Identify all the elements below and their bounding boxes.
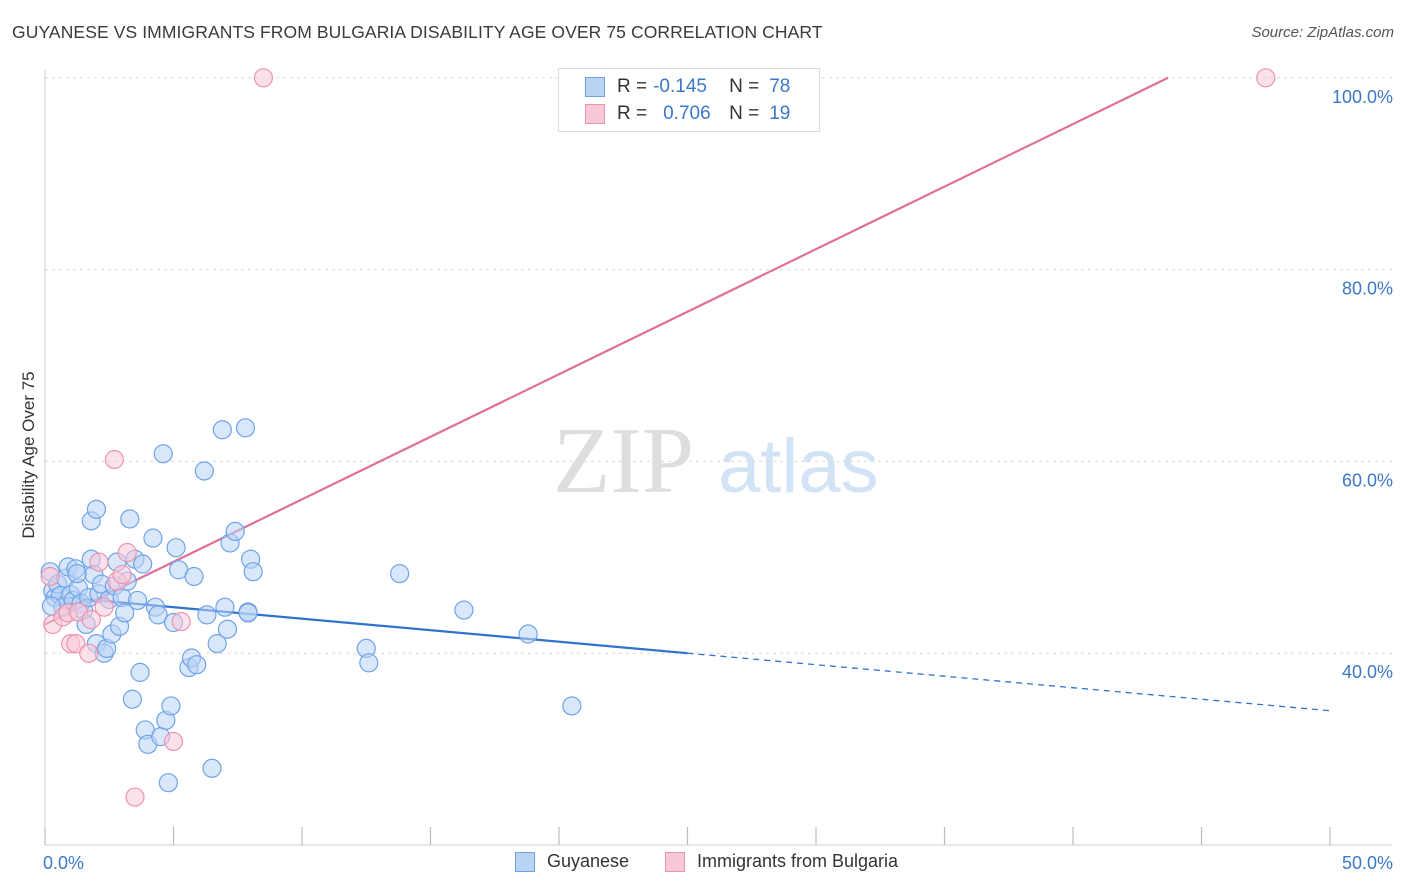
chart-title: GUYANESE VS IMMIGRANTS FROM BULGARIA DIS…	[12, 22, 823, 42]
data-points	[40, 68, 1276, 807]
guyanese-point	[217, 619, 238, 639]
legend-item-guyanese: Guyanese	[515, 851, 629, 872]
n-label: N =	[729, 76, 760, 97]
y-tick-label: 80.0%	[1342, 279, 1393, 299]
bulgaria-point	[117, 542, 137, 563]
guyanese-point	[518, 624, 538, 644]
guyanese-point	[120, 509, 140, 529]
axes	[44, 70, 1392, 846]
bulgaria-point	[66, 634, 86, 654]
guyanese-point	[243, 562, 263, 582]
r-label: R =	[617, 103, 648, 124]
watermark-zip: ZIP	[553, 409, 694, 513]
bulgaria-swatch	[585, 104, 605, 124]
n-value: 19	[769, 103, 791, 124]
bulgaria-point	[89, 552, 109, 572]
stats-legend: R = -0.145 N = 78 R = 0.706 N = 19	[558, 68, 820, 132]
guyanese-point	[202, 758, 222, 778]
n-label: N =	[729, 103, 760, 124]
guyanese-point	[184, 566, 204, 587]
guyanese-point	[143, 528, 163, 548]
guyanese-point	[115, 603, 135, 623]
guyanese-point	[187, 655, 207, 675]
guyanese-point	[161, 696, 181, 716]
stats-legend-row-bulgaria: R = 0.706 N = 19	[585, 100, 790, 128]
guyanese-legend-swatch	[515, 851, 535, 872]
guyanese-point	[130, 662, 150, 682]
guyanese-point	[238, 603, 258, 623]
guyanese-point	[390, 564, 410, 584]
bulgaria-point	[253, 68, 274, 88]
y-tick-labels: 40.0% 60.0% 80.0% 100.0%	[1332, 87, 1393, 682]
r-value: -0.145	[653, 76, 707, 97]
guyanese-point	[212, 420, 232, 440]
guyanese-point	[127, 590, 148, 611]
y-tick-label: 60.0%	[1342, 470, 1393, 490]
guyanese-swatch	[585, 77, 605, 97]
n-value: 78	[769, 76, 791, 97]
r-value: 0.706	[663, 103, 711, 124]
bulgaria-point	[1256, 68, 1276, 88]
guyanese-point	[153, 444, 173, 464]
x-tick-labels: 0.0% 50.0%	[43, 853, 1393, 873]
guyanese-point	[158, 773, 178, 793]
stats-legend-row-guyanese: R = -0.145 N = 78	[585, 73, 790, 101]
watermark-atlas: atlas	[718, 424, 879, 509]
trend-lines	[44, 76, 1331, 712]
guyanese-trend-line-extension	[687, 652, 1331, 712]
legend-label-guyanese: Guyanese	[547, 851, 630, 871]
guyanese-point	[235, 418, 256, 438]
legend-label-bulgaria: Immigrants from Bulgaria	[697, 851, 899, 871]
guyanese-point	[562, 696, 582, 716]
bulgaria-point	[94, 597, 114, 617]
bulgaria-point	[40, 566, 60, 587]
r-label: R =	[617, 76, 648, 97]
bulgaria-point	[163, 731, 184, 752]
guyanese-point	[197, 605, 217, 625]
x-tick-label: 0.0%	[43, 853, 84, 873]
guyanese-point	[454, 600, 474, 620]
legend-item-bulgaria: Immigrants from Bulgaria	[665, 851, 898, 872]
guyanese-point	[225, 521, 245, 542]
bulgaria-point	[79, 643, 99, 663]
bulgaria-point	[125, 787, 145, 807]
x-tick-label: 50.0%	[1342, 853, 1393, 873]
guyanese-point	[67, 564, 87, 584]
bulgaria-point	[171, 611, 191, 632]
bulgaria-point	[112, 564, 132, 585]
y-tick-label: 40.0%	[1342, 662, 1393, 682]
guyanese-point	[86, 499, 107, 519]
y-axis-label: Disability Age Over 75	[19, 371, 38, 538]
bulgaria-trend-line	[44, 76, 1169, 626]
guyanese-point	[166, 538, 186, 558]
y-tick-label: 100.0%	[1332, 87, 1393, 107]
bulgaria-point	[81, 610, 101, 630]
guyanese-point	[215, 597, 235, 617]
source-label: Source: ZipAtlas.com	[1251, 24, 1394, 41]
guyanese-point	[359, 653, 379, 673]
guyanese-point	[122, 689, 142, 709]
guyanese-point	[194, 461, 214, 481]
guyanese-point	[133, 554, 153, 574]
watermark: ZIP atlas	[553, 409, 879, 513]
bulgaria-point	[104, 449, 124, 470]
series-legend: Guyanese Immigrants from Bulgaria	[0, 851, 1406, 877]
bulgaria-legend-swatch	[665, 851, 685, 872]
guyanese-point	[207, 634, 227, 654]
guyanese-point	[148, 605, 168, 625]
